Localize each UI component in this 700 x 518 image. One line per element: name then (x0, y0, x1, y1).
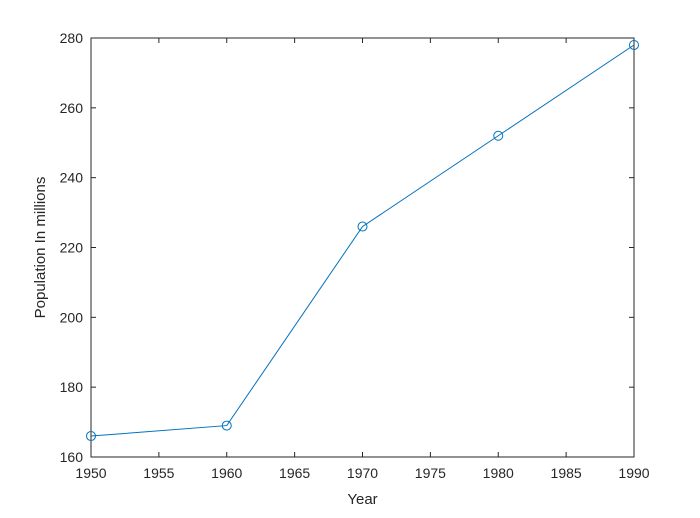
y-tick-label: 280 (60, 30, 84, 46)
y-tick-label: 240 (60, 170, 84, 186)
y-tick-label: 180 (60, 379, 84, 395)
x-axis-ticks: 1950 1955 1960 1965 1970 1975 1980 1985 1990 (75, 38, 650, 481)
x-tick-label: 1955 (143, 465, 174, 481)
data-point-marker (221, 420, 232, 431)
x-tick-label: 1950 (75, 465, 106, 481)
data-point-marker (629, 39, 639, 50)
x-tick-label: 1965 (279, 465, 310, 481)
y-tick-label: 260 (60, 100, 84, 116)
y-axis-label: Population In millions (32, 177, 49, 319)
y-tick-label: 200 (60, 309, 84, 325)
x-tick-label: 1985 (551, 465, 582, 481)
y-tick-label: 160 (60, 449, 84, 465)
data-point-marker (357, 221, 368, 232)
plot-area (90, 37, 635, 458)
y-axis-ticks: 160 180 200 220 240 260 280 (60, 30, 634, 465)
series-line (90, 44, 635, 437)
x-tick-label: 1960 (211, 465, 242, 481)
x-axis-label: Year (347, 491, 377, 508)
x-tick-label: 1990 (618, 465, 649, 481)
x-tick-label: 1975 (415, 465, 446, 481)
data-point-marker (493, 130, 504, 141)
data-point-marker (86, 431, 96, 442)
axes: 1950 1955 1960 1965 1970 1975 1980 1985 1990 160… (60, 30, 650, 481)
y-tick-label: 220 (60, 240, 84, 256)
x-tick-label: 1970 (347, 465, 378, 481)
series-layer (86, 39, 639, 442)
x-tick-label: 1980 (483, 465, 514, 481)
